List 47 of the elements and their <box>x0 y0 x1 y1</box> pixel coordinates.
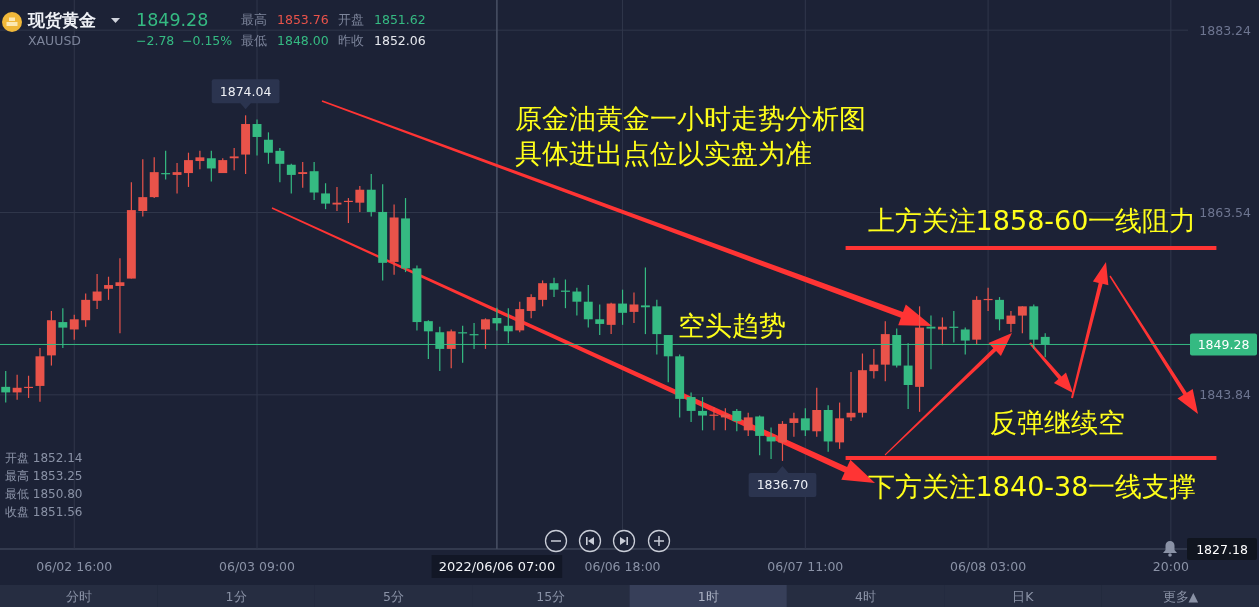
tooltip: 1836.70 <box>748 465 817 497</box>
annotation: 1853.76 <box>277 12 329 27</box>
y-tick-label: 1843.84 <box>1199 387 1252 403</box>
annotation: 1849.28 <box>136 10 209 30</box>
x-tick-label: 2022/06/06 07:00 <box>438 559 556 574</box>
annotation: 1852.06 <box>374 33 426 48</box>
y-tick-label: 1827.18 <box>1196 541 1248 557</box>
annotation: 开盘 <box>338 12 364 27</box>
x-tick-label: 06/02 16:00 <box>36 559 113 574</box>
annotation: 现货黄金 <box>27 10 96 30</box>
tab-label: 4时 <box>855 588 877 604</box>
tab-label: 更多▲ <box>1162 588 1199 604</box>
annotation: 收盘 1851.56 <box>5 505 83 519</box>
annotation: −2.78 <box>136 33 175 48</box>
ref-line-label: 上方关注1858-60一线阻力 <box>867 205 1197 237</box>
title: 原金油黄金一小时走势分析图 <box>515 103 866 134</box>
annotation: 最低 1850.80 <box>5 487 83 501</box>
annotation: 1874.04 <box>219 83 272 99</box>
tab-label: 1分 <box>225 588 247 604</box>
ref-line-label: 1849.28 <box>1197 336 1250 352</box>
ref-line: 下方关注1840-38一线支撑 <box>845 456 1217 503</box>
annotation: 最高 1853.25 <box>5 469 83 483</box>
x-tick-label: 06/07 11:00 <box>767 559 844 574</box>
x-tick-label: 06/06 18:00 <box>584 559 661 574</box>
y-tick-label: 1863.54 <box>1199 204 1252 220</box>
annotation: −0.15% <box>182 33 233 48</box>
x-tick-label: 20:00 <box>1152 559 1189 574</box>
annotation: 开盘 1852.14 <box>5 451 83 465</box>
tab-label: 5分 <box>382 588 404 604</box>
annotation: 1836.70 <box>756 477 809 493</box>
annotation: 反弹继续空 <box>990 407 1125 439</box>
tab-label: 1时 <box>697 588 719 604</box>
subtitle: 具体进出点位以实盘为准 <box>515 138 812 169</box>
tab-label: 15分 <box>536 588 566 604</box>
x-tick-label: 06/08 03:00 <box>950 559 1027 574</box>
annotation: 1851.62 <box>374 12 426 27</box>
ref-line-label: 下方关注1840-38一线支撑 <box>867 471 1197 503</box>
annotation: 1848.00 <box>277 33 329 48</box>
x-tick-label: 06/03 09:00 <box>219 559 296 574</box>
tab-label: 分时 <box>65 588 92 604</box>
annotation: 昨收 <box>338 33 364 48</box>
annotation: XAUUSD <box>28 33 81 48</box>
tooltip: 1874.04 <box>211 79 280 110</box>
annotation: 最高 <box>241 12 267 27</box>
annotation: 最低 <box>241 33 267 48</box>
y-tick-label: 1883.24 <box>1199 22 1252 38</box>
tab-label: 日K <box>1012 588 1034 604</box>
